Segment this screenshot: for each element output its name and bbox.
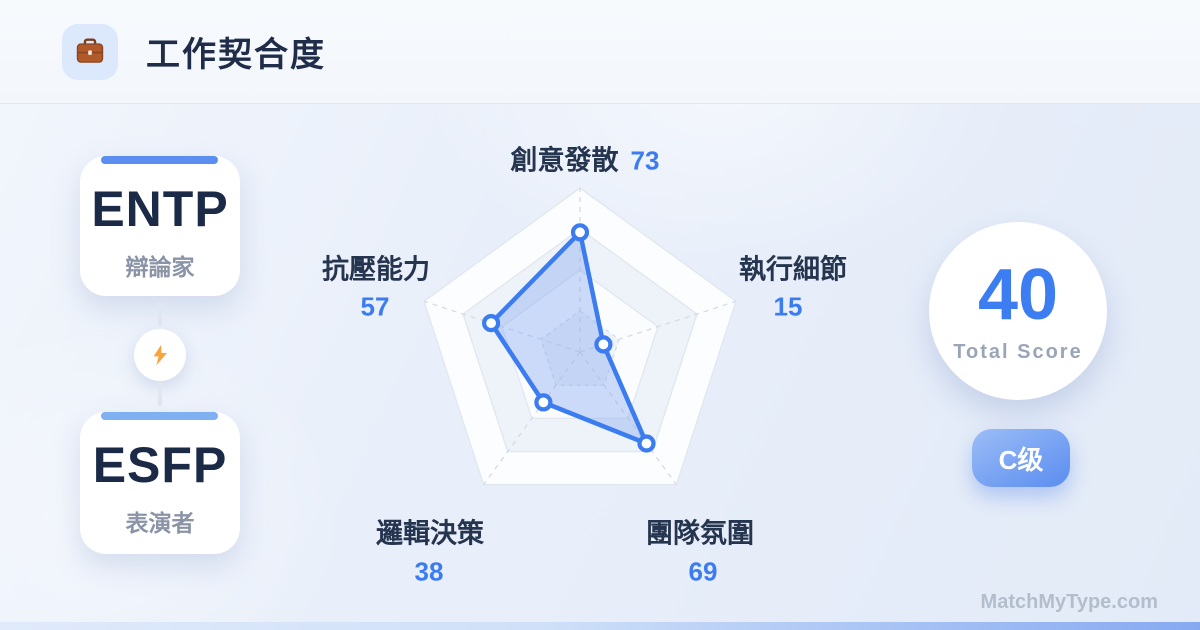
grade-badge: C级	[972, 429, 1070, 487]
esfp-accent-bar	[101, 412, 218, 420]
total-score-value: 40	[977, 254, 1059, 335]
radar-chart	[423, 187, 737, 486]
briefcase-icon	[62, 23, 118, 80]
axis-label-text: 創意發散	[510, 145, 619, 176]
vs-circle	[134, 329, 186, 381]
axis-label-team: 團隊氛圍	[646, 518, 754, 549]
axis-value-logic: 38	[414, 556, 444, 587]
connector-line	[158, 382, 162, 406]
total-score-label: Total Score	[953, 340, 1083, 363]
axis-label-creativity: 創意發散 73	[511, 139, 660, 178]
axis-value-stress: 57	[360, 291, 390, 322]
page-title: 工作契合度	[146, 36, 326, 74]
header: 工作契合度	[0, 0, 1200, 104]
axis-value-execution: 15	[773, 291, 803, 322]
connector-line	[158, 302, 162, 326]
watermark: MatchMyType.com	[980, 591, 1158, 613]
axis-label-execution: 執行細節	[739, 254, 847, 285]
esfp-nickname: 表演者	[125, 510, 195, 536]
axis-label-logic: 邏輯決策	[376, 518, 484, 549]
type-card-entp: ENTP 辯論家	[80, 156, 240, 296]
axis-label-stress: 抗壓能力	[322, 254, 430, 285]
type-card-esfp: ESFP 表演者	[80, 412, 240, 554]
axis-value: 73	[630, 145, 660, 176]
bottom-accent-bar	[0, 622, 1200, 630]
axis-value-team: 69	[688, 556, 718, 587]
esfp-code: ESFP	[92, 437, 228, 493]
entp-nickname: 辯論家	[125, 254, 195, 280]
entp-code: ENTP	[91, 181, 229, 237]
lightning-bolt-icon	[153, 344, 167, 366]
total-score-circle: 40 Total Score	[929, 222, 1107, 400]
entp-accent-bar	[101, 156, 218, 164]
